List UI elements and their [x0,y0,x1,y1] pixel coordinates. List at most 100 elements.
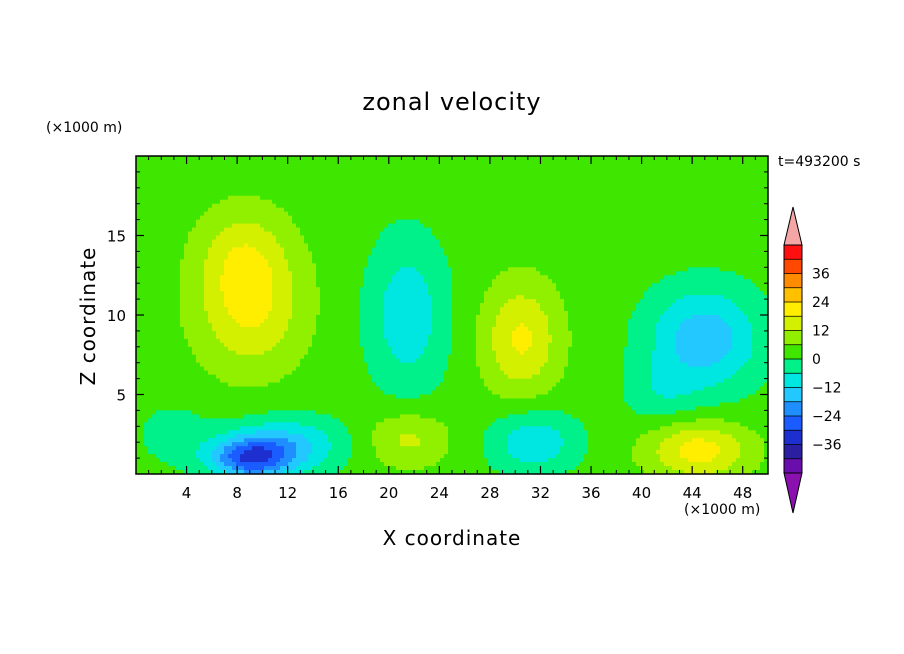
field-cell [560,232,565,237]
field-cell [696,172,701,177]
field-cell [604,236,609,241]
field-cell [292,251,297,256]
field-cell [336,172,341,177]
field-cell [648,251,653,256]
field-cell [372,196,377,201]
field-cell [404,216,409,221]
field-cell [604,232,609,237]
field-cell [604,164,609,169]
field-cell [408,224,413,229]
field-cell [256,184,261,189]
field-cell [456,275,461,280]
field-cell [140,228,145,233]
field-cell [556,259,561,264]
field-cell [548,247,553,252]
field-cell [452,208,457,213]
field-cell [304,239,309,244]
field-cell [284,232,289,237]
field-cell [392,168,397,173]
field-cell [484,267,489,272]
field-cell [340,224,345,229]
field-cell [288,220,293,225]
field-cell [620,239,625,244]
field-cell [196,271,201,276]
field-cell [520,279,525,284]
field-cell [440,236,445,241]
field-cell [608,168,613,173]
field-cell [196,267,201,272]
field-cell [736,188,741,193]
field-cell [672,212,677,217]
field-cell [280,180,285,185]
field-cell [388,228,393,233]
field-cell [292,196,297,201]
field-cell [556,243,561,248]
field-cell [368,208,373,213]
field-cell [144,172,149,177]
field-cell [228,220,233,225]
field-cell [288,184,293,189]
field-cell [756,176,761,181]
field-cell [172,180,177,185]
field-cell [432,247,437,252]
field-cell [164,220,169,225]
field-cell [208,216,213,221]
field-cell [484,164,489,169]
field-cell [300,232,305,237]
field-cell [364,176,369,181]
field-cell [176,239,181,244]
field-cell [440,164,445,169]
field-cell [484,263,489,268]
field-cell [400,243,405,248]
field-cell [436,208,441,213]
field-cell [688,259,693,264]
field-cell [416,251,421,256]
field-cell [416,247,421,252]
field-cell [508,279,513,284]
field-cell [688,172,693,177]
field-cell [680,236,685,241]
field-cell [668,196,673,201]
field-cell [732,239,737,244]
field-cell [368,176,373,181]
field-cell [300,243,305,248]
field-cell [324,232,329,237]
field-cell [152,279,157,284]
field-cell [484,180,489,185]
field-cell [144,168,149,173]
field-cell [508,160,513,165]
field-cell [372,204,377,209]
field-cell [736,184,741,189]
field-cell [540,196,545,201]
field-cell [736,267,741,272]
field-cell [416,176,421,181]
field-cell [172,275,177,280]
field-cell [556,255,561,260]
field-cell [512,204,517,209]
field-cell [372,232,377,237]
field-cell [204,216,209,221]
field-cell [208,267,213,272]
field-cell [496,228,501,233]
field-cell [572,188,577,193]
field-cell [260,224,265,229]
field-cell [412,275,417,280]
field-cell [580,216,585,221]
field-cell [256,279,261,284]
field-cell [624,275,629,280]
field-cell [320,255,325,260]
field-cell [644,208,649,213]
field-cell [524,243,529,248]
field-cell [668,200,673,205]
field-cell [416,160,421,165]
field-cell [384,243,389,248]
field-cell [628,176,633,181]
field-cell [552,168,557,173]
field-cell [672,247,677,252]
field-cell [644,275,649,280]
field-cell [556,204,561,209]
field-cell [324,259,329,264]
field-cell [396,251,401,256]
field-cell [696,188,701,193]
field-cell [424,188,429,193]
